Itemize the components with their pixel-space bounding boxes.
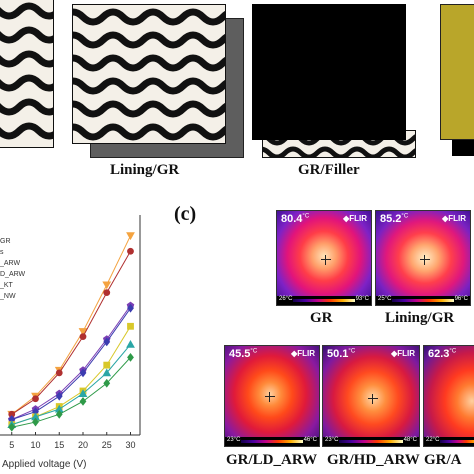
temperature-scale: 22°C <box>424 437 474 446</box>
data-point-2-4 <box>79 333 87 341</box>
data-point-6-3 <box>54 404 64 413</box>
wave-pattern-gr <box>0 0 53 147</box>
flir-icon: ◆ <box>343 214 350 223</box>
swatch-lining-gr <box>72 4 226 144</box>
x-tick-label: 25 <box>102 440 112 450</box>
data-point-4-5 <box>103 337 111 347</box>
data-point-6-6 <box>126 340 135 348</box>
data-point-4-4 <box>79 368 87 378</box>
swatch-gr <box>0 0 54 148</box>
flir-icon: ◆ <box>291 349 298 358</box>
series-line-6 <box>11 344 131 426</box>
series-line-5 <box>11 326 131 426</box>
flir-logo: ◆FLIR <box>343 214 367 223</box>
x-tick-label: 15 <box>54 440 64 450</box>
chart-legend: GR s _ARW D_ARW _KT _NW <box>0 238 40 308</box>
legend-entry-2: s <box>0 249 4 256</box>
thermal-image-gr-ld-arw: 45.5°C ◆FLIR 23°C 46°C <box>224 345 320 447</box>
legend-entry-6: _NW <box>0 293 16 300</box>
swatch-gr-filler-top <box>252 4 406 140</box>
thermal-image-gr-a: 62.3°C 22°C <box>423 345 474 447</box>
legend-entry-1: GR <box>0 238 11 245</box>
data-point-7-1 <box>8 422 16 432</box>
wave-pattern-lining-gr <box>73 5 225 143</box>
series-line-7 <box>11 357 131 428</box>
thermal-image-gr: 80.4°C ◆FLIR 26°C 93°C <box>276 210 372 306</box>
series-line-3 <box>11 305 131 420</box>
legend-entry-5: _KT <box>0 282 13 289</box>
data-point-2-5 <box>103 289 111 297</box>
data-point-7-3 <box>55 409 63 419</box>
caption-thermal-gr-a: GR/A <box>424 452 462 468</box>
crosshair-icon <box>321 255 331 265</box>
caption-thermal-gr-hd-arw: GR/HD_ARW <box>327 452 420 468</box>
data-point-2-2 <box>32 395 39 403</box>
legend-entry-3: _ARW <box>0 260 21 267</box>
voltage-temperature-chart: 5 10 15 20 25 30 Applied voltage (V) <box>0 215 141 470</box>
legend-entry-4: D_ARW <box>0 271 26 278</box>
data-point-1-4 <box>78 328 88 336</box>
data-point-4-1 <box>8 415 16 424</box>
data-point-6-2 <box>31 412 40 421</box>
data-point-5-5 <box>103 361 111 369</box>
data-point-5-6 <box>127 322 134 330</box>
data-point-6-4 <box>78 389 88 397</box>
data-point-6-5 <box>102 368 112 377</box>
caption-gr-filler: GR/Filler <box>298 162 360 178</box>
temperature-scale: 25°C 96°C <box>376 296 470 305</box>
data-point-7-2 <box>32 417 39 427</box>
flir-icon: ◆ <box>442 214 449 223</box>
x-tick-label: 30 <box>125 440 135 450</box>
caption-thermal-gr-ld-arw: GR/LD_ARW <box>226 452 318 468</box>
temperature-scale: 26°C 93°C <box>277 296 371 305</box>
series-line-4 <box>11 307 131 420</box>
max-temp-gr: 80.4°C <box>281 213 310 225</box>
data-point-1-5 <box>102 281 112 290</box>
data-point-4-6 <box>127 303 134 313</box>
x-tick-label: 20 <box>78 440 88 450</box>
swatch-olive <box>440 4 474 140</box>
data-point-7-6 <box>127 352 134 362</box>
data-point-4-3 <box>55 391 63 401</box>
max-temp-lining-gr: 85.2°C <box>380 213 409 225</box>
caption-thermal-lining-gr: Lining/GR <box>385 310 455 326</box>
max-temp-gr-ld-arw: 45.5°C <box>229 348 258 360</box>
x-tick-label: 10 <box>30 440 40 450</box>
x-axis-label: Applied voltage (V) <box>2 459 87 470</box>
crosshair-icon <box>368 394 378 404</box>
flir-logo: ◆FLIR <box>291 349 315 358</box>
flir-icon: ◆ <box>391 349 398 358</box>
flir-logo: ◆FLIR <box>442 214 466 223</box>
data-point-2-6 <box>127 247 134 255</box>
data-point-2-3 <box>55 369 63 377</box>
series-line-1 <box>11 235 131 415</box>
thermal-image-gr-hd-arw: 50.1°C ◆FLIR 23°C 48°C <box>322 345 420 447</box>
data-point-1-6 <box>126 232 135 241</box>
data-point-7-4 <box>79 396 87 406</box>
caption-thermal-gr: GR <box>310 310 333 326</box>
temperature-scale: 23°C 48°C <box>323 437 419 446</box>
data-point-7-5 <box>103 378 111 388</box>
caption-lining-gr: Lining/GR <box>110 162 180 178</box>
x-tick-label: 5 <box>9 440 14 450</box>
panel-c-label: (c) <box>174 203 197 225</box>
flir-logo: ◆FLIR <box>391 349 415 358</box>
max-temp-gr-hd-arw: 50.1°C <box>327 348 356 360</box>
series-line-2 <box>11 250 131 415</box>
crosshair-icon <box>420 255 430 265</box>
temperature-scale: 23°C 46°C <box>225 437 319 446</box>
data-point-2-1 <box>8 410 16 418</box>
crosshair-icon <box>265 392 275 402</box>
max-temp-gr-a: 62.3°C <box>428 348 457 360</box>
thermal-image-lining-gr: 85.2°C ◆FLIR 25°C 96°C <box>375 210 471 306</box>
